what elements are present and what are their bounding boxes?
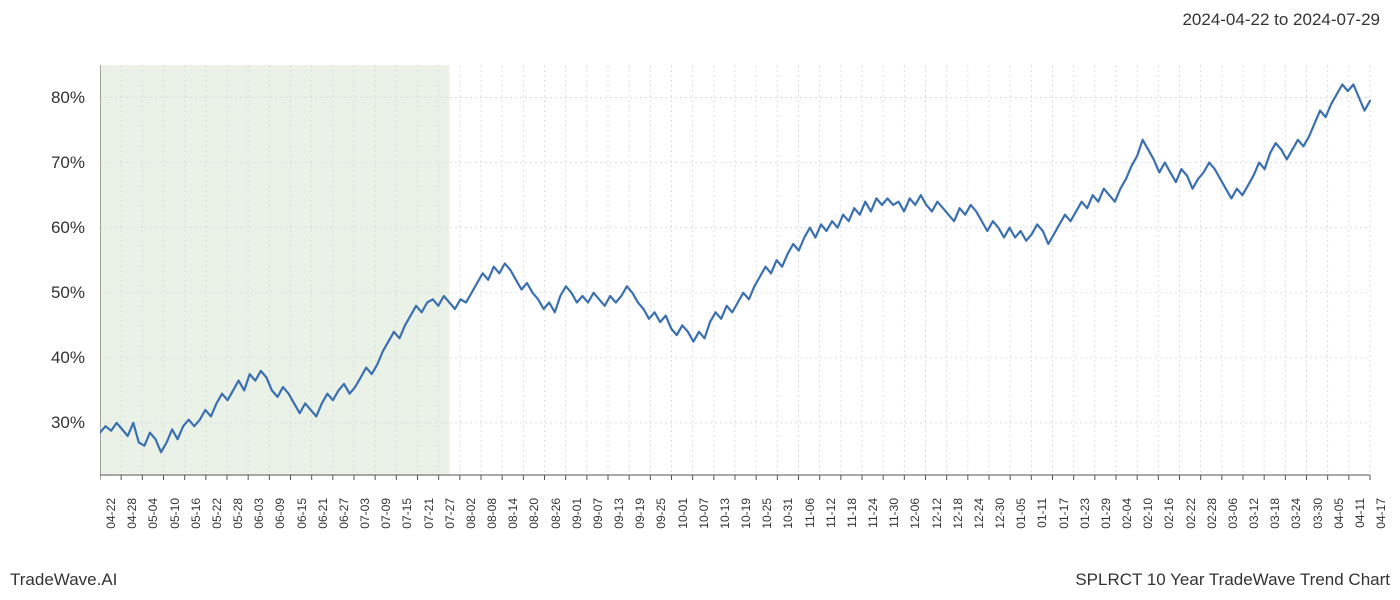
x-tick-label: 12-12 [930, 498, 944, 529]
footer-title: SPLRCT 10 Year TradeWave Trend Chart [1075, 570, 1390, 590]
x-tick-label: 12-18 [951, 498, 965, 529]
x-tick-label: 10-31 [781, 498, 795, 529]
y-tick-label: 50% [51, 283, 85, 303]
x-tick-label: 01-05 [1014, 498, 1028, 529]
x-tick-label: 02-10 [1141, 498, 1155, 529]
y-tick-label: 30% [51, 413, 85, 433]
y-tick-label: 40% [51, 348, 85, 368]
chart-svg [100, 55, 1380, 485]
footer-brand: TradeWave.AI [10, 570, 117, 590]
x-tick-label: 07-15 [400, 498, 414, 529]
date-range-label: 2024-04-22 to 2024-07-29 [1182, 10, 1380, 30]
x-tick-label: 01-29 [1099, 498, 1113, 529]
x-tick-label: 10-13 [718, 498, 732, 529]
y-axis: 30% 40% 50% 60% 70% 80% [0, 55, 95, 485]
x-tick-label: 05-16 [189, 498, 203, 529]
x-tick-label: 07-21 [422, 498, 436, 529]
x-tick-label: 06-21 [316, 498, 330, 529]
x-tick-label: 09-01 [570, 498, 584, 529]
x-tick-label: 05-04 [146, 498, 160, 529]
x-tick-label: 08-20 [527, 498, 541, 529]
y-tick-label: 60% [51, 218, 85, 238]
x-tick-label: 12-30 [993, 498, 1007, 529]
x-tick-label: 11-06 [803, 498, 817, 528]
x-tick-label: 03-30 [1311, 498, 1325, 529]
y-tick-label: 70% [51, 153, 85, 173]
x-tick-label: 11-18 [845, 498, 859, 528]
x-tick-label: 10-07 [697, 498, 711, 529]
x-tick-label: 02-28 [1205, 498, 1219, 529]
x-tick-label: 10-25 [760, 498, 774, 529]
x-tick-label: 09-07 [591, 498, 605, 529]
x-tick-label: 10-19 [739, 498, 753, 529]
x-tick-label: 05-28 [231, 498, 245, 529]
x-tick-label: 07-09 [379, 498, 393, 529]
x-tick-label: 03-12 [1247, 498, 1261, 529]
x-tick-label: 03-06 [1226, 498, 1240, 529]
x-tick-label: 03-18 [1268, 498, 1282, 529]
x-tick-label: 02-16 [1162, 498, 1176, 529]
x-tick-label: 01-23 [1078, 498, 1092, 529]
x-tick-label: 02-22 [1184, 498, 1198, 529]
line-chart [100, 55, 1380, 485]
x-tick-label: 06-27 [337, 498, 351, 529]
x-tick-label: 12-24 [972, 498, 986, 529]
x-tick-label: 11-30 [887, 498, 901, 528]
x-tick-label: 01-11 [1035, 498, 1049, 528]
x-axis: 04-22 04-28 05-04 05-10 05-16 05-22 05-28 06-03… [100, 490, 1380, 570]
x-tick-label: 11-24 [866, 498, 880, 528]
x-tick-label: 06-03 [252, 498, 266, 529]
x-tick-label: 08-26 [549, 498, 563, 529]
x-tick-label: 04-22 [104, 498, 118, 529]
x-tick-label: 09-13 [612, 498, 626, 529]
x-tick-label: 04-28 [125, 498, 139, 529]
x-tick-label: 01-17 [1057, 498, 1071, 529]
x-tick-label: 07-27 [443, 498, 457, 529]
x-tick-label: 04-05 [1332, 498, 1346, 529]
x-tick-label: 10-01 [676, 498, 690, 529]
x-tick-label: 08-08 [485, 498, 499, 529]
x-tick-label: 07-03 [358, 498, 372, 529]
x-tick-label: 09-25 [654, 498, 668, 529]
x-tick-label: 11-12 [824, 498, 838, 528]
x-tick-label: 04-17 [1374, 498, 1388, 529]
x-tick-label: 12-06 [908, 498, 922, 529]
x-tick-label: 08-14 [506, 498, 520, 529]
x-tick-label: 08-02 [464, 498, 478, 529]
y-tick-label: 80% [51, 88, 85, 108]
x-tick-label: 09-19 [633, 498, 647, 529]
x-tick-label: 05-22 [210, 498, 224, 529]
x-tick-label: 03-24 [1289, 498, 1303, 529]
x-tick-label: 06-09 [273, 498, 287, 529]
x-tick-label: 06-15 [295, 498, 309, 529]
x-tick-label: 04-11 [1353, 498, 1367, 528]
x-tick-label: 02-04 [1120, 498, 1134, 529]
x-tick-label: 05-10 [168, 498, 182, 529]
